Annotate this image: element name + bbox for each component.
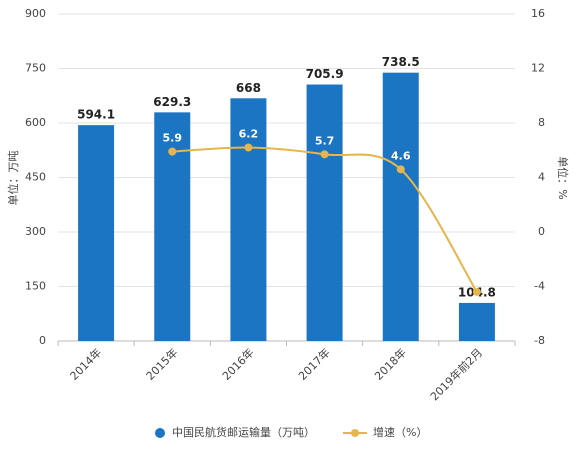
y2-tick-label: 8 (538, 116, 545, 129)
legend-marker (351, 429, 359, 437)
x-tick-label: 2019年前2月 (427, 345, 485, 403)
y2-tick-label: 0 (538, 225, 545, 238)
legend-label: 中国民航货邮运输量（万吨） (172, 425, 315, 439)
bar-value-label: 738.5 (382, 55, 420, 69)
x-tick-label: 2015年 (143, 345, 180, 382)
bar (78, 125, 115, 341)
line-value-label: 6.2 (239, 128, 259, 141)
line (172, 146, 478, 293)
y-tick-label: 0 (39, 334, 46, 347)
line-value-label: 5.9 (163, 132, 183, 145)
line-point (472, 287, 481, 296)
x-tick-label: 2014年 (67, 345, 104, 382)
line-point (244, 143, 253, 152)
line-point (396, 165, 405, 174)
line-point (168, 147, 177, 156)
y-tick-label: 600 (25, 116, 46, 129)
y-tick-label: 750 (25, 62, 46, 75)
y2-axis-label: 单位：% (556, 156, 570, 199)
x-tick-label: 2017年 (295, 345, 332, 382)
x-tick-label: 2018年 (372, 345, 409, 382)
y2-tick-label: 4 (538, 171, 545, 184)
bar (154, 112, 191, 341)
y2-tick-label: 12 (531, 62, 545, 75)
y-tick-label: 450 (25, 171, 46, 184)
line-value-label: 5.7 (315, 134, 335, 147)
y2-tick-label: 16 (531, 7, 545, 20)
y-tick-label: 300 (25, 225, 46, 238)
bar (230, 98, 267, 341)
y-axis-label: 单位：万吨 (6, 151, 20, 206)
y2-tick-label: -4 (534, 280, 545, 293)
line-value-label: 4.6 (391, 149, 411, 162)
line-point (320, 150, 329, 159)
y2-tick-label: -8 (534, 334, 545, 347)
y-tick-label: 150 (25, 280, 46, 293)
x-tick-label: 2016年 (219, 345, 256, 382)
bar (306, 84, 343, 341)
legend-label: 增速（%） (373, 425, 427, 439)
legend-marker (155, 428, 165, 438)
bar-value-label: 594.1 (77, 108, 115, 122)
bar (382, 72, 419, 341)
bar-value-label: 705.9 (306, 67, 344, 81)
y-tick-label: 900 (25, 7, 46, 20)
bar-value-label: 668 (236, 81, 261, 95)
bar-value-label: 629.3 (153, 95, 191, 109)
bar (458, 302, 495, 341)
